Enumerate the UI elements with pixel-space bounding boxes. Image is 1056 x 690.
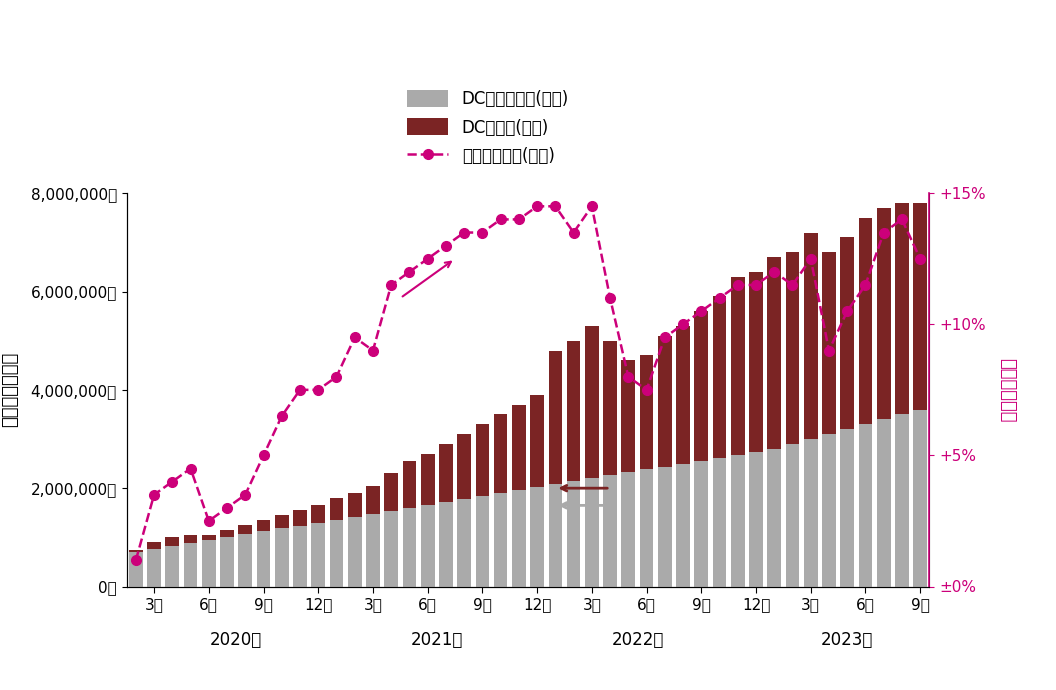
Bar [622,360,635,586]
Bar [786,253,799,586]
Bar [640,469,654,586]
Bar [859,218,872,586]
Bar [622,473,635,586]
Bar [676,464,690,586]
Bar [275,515,288,586]
Bar [676,326,690,586]
Bar [294,526,307,586]
Text: 2023年: 2023年 [821,631,873,649]
Bar [347,517,361,586]
Bar [786,444,799,586]
Bar [658,466,672,586]
Bar [166,546,180,586]
Bar [384,511,398,586]
Bar [603,475,617,586]
Bar [913,410,927,586]
Bar [475,424,489,586]
Bar [402,508,416,586]
Bar [202,540,215,586]
Bar [402,461,416,586]
Bar [239,534,252,586]
Bar [129,552,143,586]
Bar [895,415,909,586]
Bar [384,473,398,586]
Bar [457,434,471,586]
Bar [239,525,252,586]
Bar [530,487,544,586]
Bar [530,395,544,586]
Bar [512,404,526,586]
Bar [859,424,872,586]
Bar [603,341,617,586]
Bar [512,490,526,586]
Bar [129,550,143,586]
Bar [713,297,727,586]
Y-axis label: 加入来利回り: 加入来利回り [998,357,1016,422]
Bar [713,457,727,586]
Bar [749,272,762,586]
Bar [841,237,854,586]
Bar [749,452,762,586]
Bar [494,415,508,586]
Bar [439,444,453,586]
Text: 2022年: 2022年 [611,631,663,649]
Bar [895,203,909,586]
Bar [876,420,890,586]
Text: 2021年: 2021年 [411,631,463,649]
Bar [823,434,835,586]
Bar [567,341,581,586]
Bar [329,498,343,586]
Bar [548,351,562,586]
Bar [731,455,744,586]
Bar [421,505,434,586]
Bar [475,496,489,586]
Bar [147,549,161,586]
Bar [567,482,581,586]
Bar [257,531,270,586]
Bar [366,514,380,586]
Bar [439,502,453,586]
Bar [804,233,817,586]
Bar [184,543,197,586]
Bar [275,529,288,586]
Legend: DC拠出金累計(左軸), DC評価額(左軸), 加入来利回り(右軸): DC拠出金累計(左軸), DC評価額(左軸), 加入来利回り(右軸) [400,83,576,171]
Bar [640,355,654,586]
Bar [585,478,599,586]
Bar [329,520,343,586]
Bar [294,511,307,586]
Bar [184,535,197,586]
Bar [548,484,562,586]
Bar [913,203,927,586]
Bar [585,326,599,586]
Bar [804,439,817,586]
Bar [695,311,709,586]
Bar [312,522,325,586]
Bar [166,538,180,586]
Bar [841,429,854,586]
Bar [421,454,434,586]
Bar [221,538,233,586]
Bar [658,336,672,586]
Bar [768,257,781,586]
Bar [257,520,270,586]
Bar [147,542,161,586]
Bar [457,499,471,586]
Bar [768,449,781,586]
Bar [347,493,361,586]
Bar [823,253,835,586]
Bar [202,535,215,586]
Bar [312,505,325,586]
Bar [221,530,233,586]
Bar [876,208,890,586]
Bar [731,277,744,586]
Text: 2020年: 2020年 [210,631,262,649]
Bar [494,493,508,586]
Y-axis label: 拠出額、評価額: 拠出額、評価額 [1,352,19,428]
Bar [695,461,709,586]
Bar [366,486,380,586]
